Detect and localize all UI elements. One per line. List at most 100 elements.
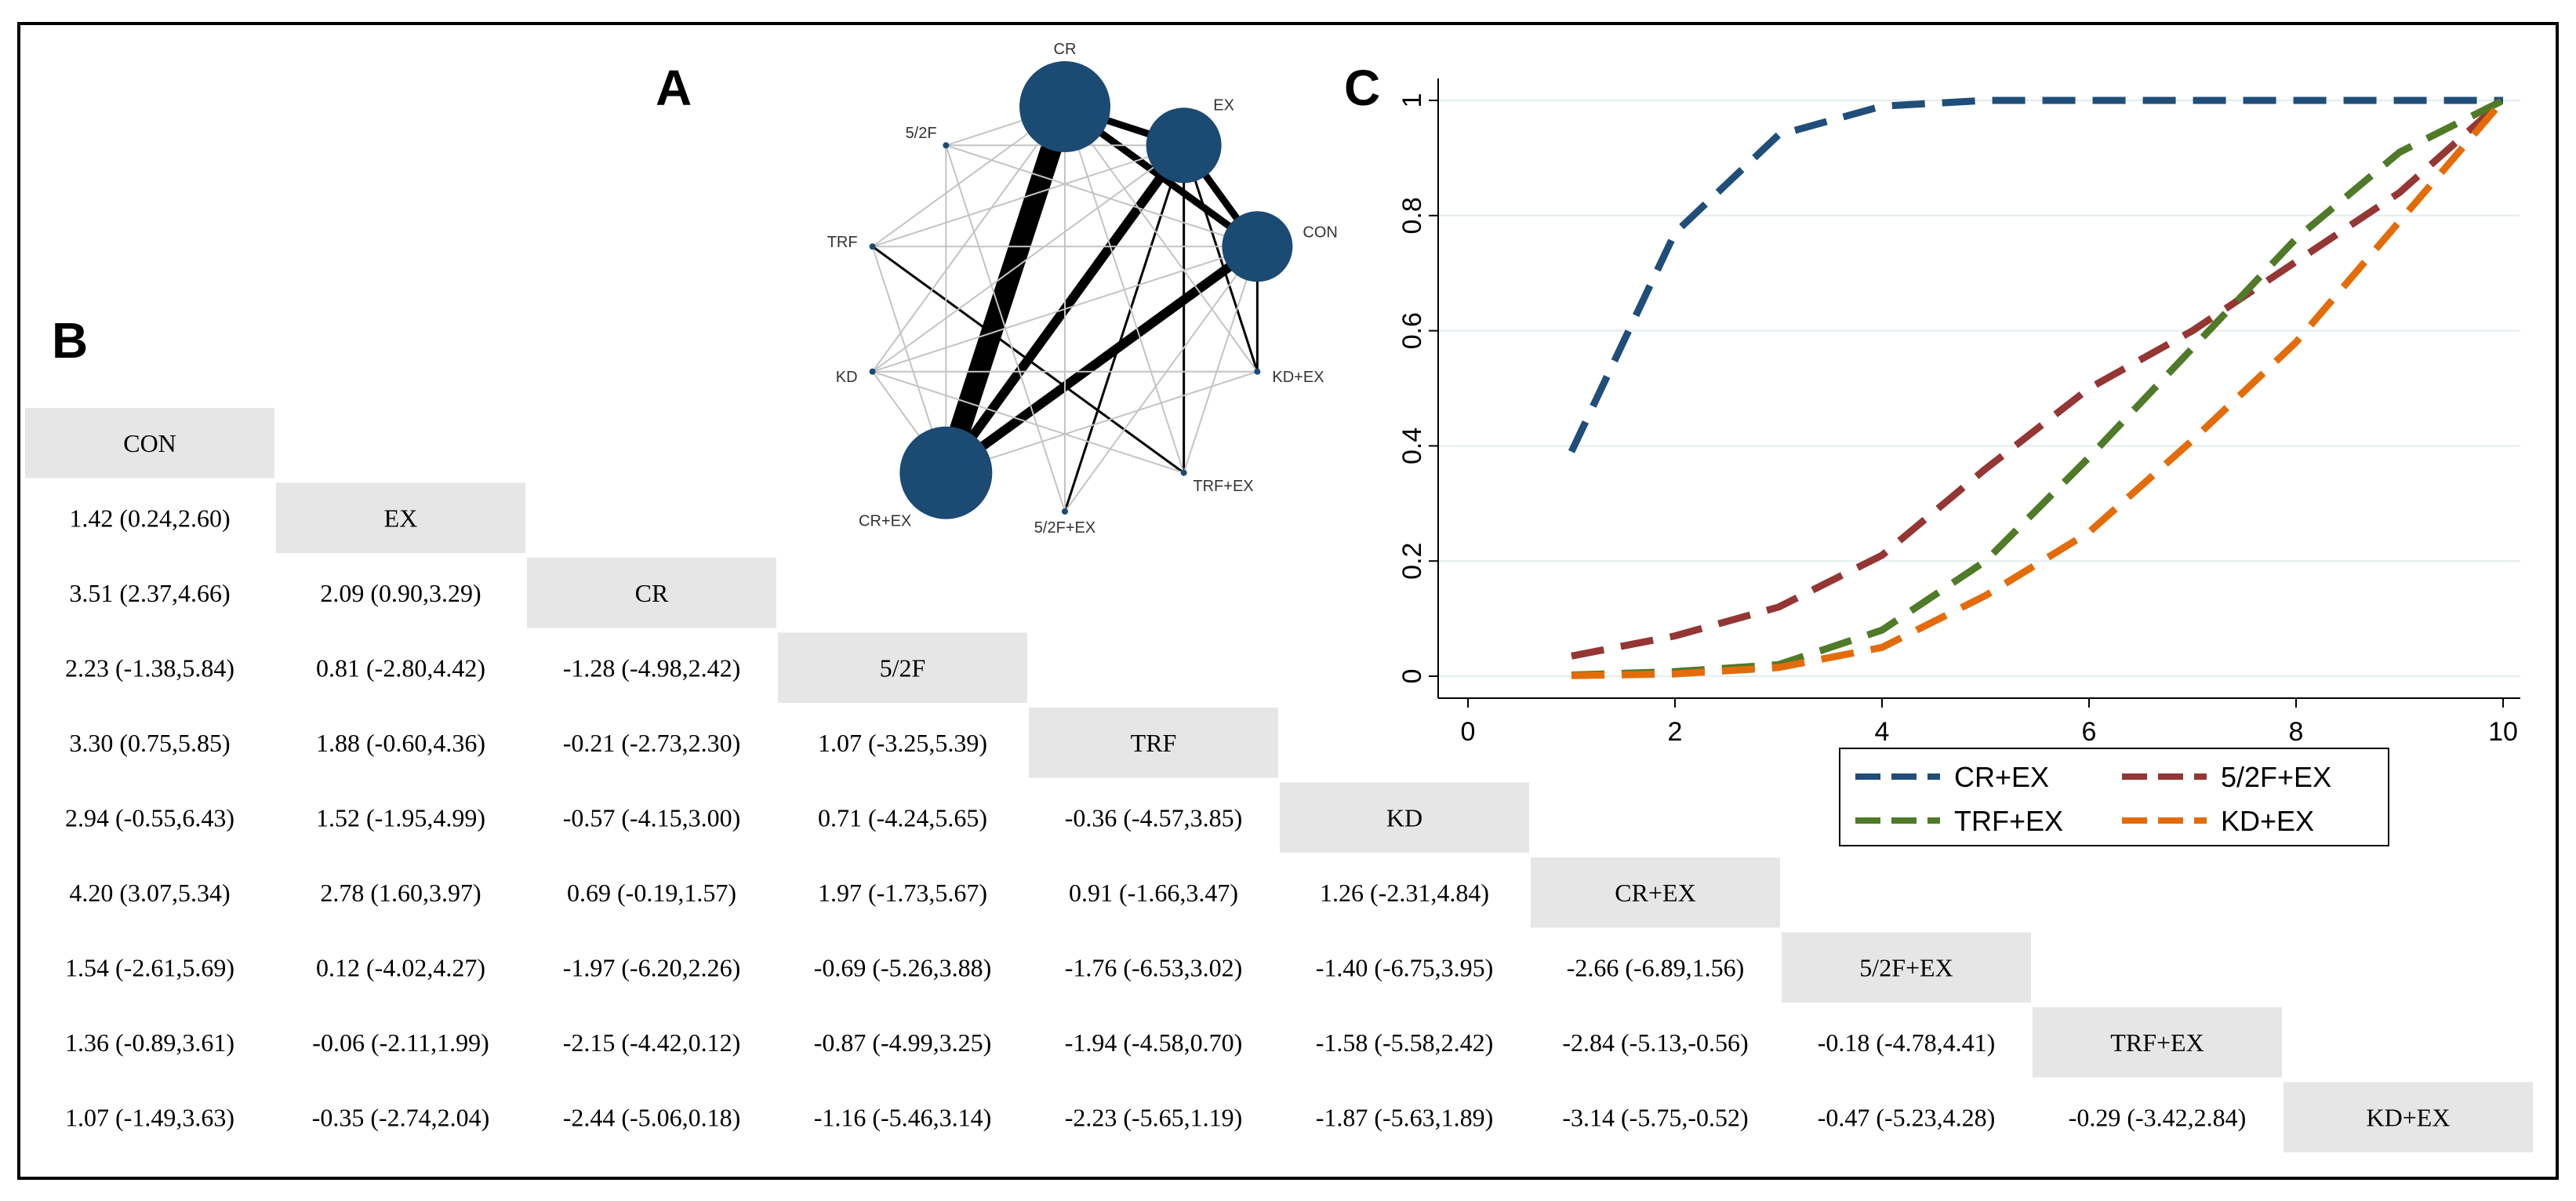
x-tick-label: 2	[1668, 717, 1683, 747]
league-header-label: CR+EX	[1615, 879, 1695, 907]
league-cell: 3.51 (2.37,4.66)	[69, 579, 230, 607]
network-node-label: KD	[836, 369, 858, 386]
network-node-label: CON	[1303, 224, 1337, 241]
network-node-label: TRF+EX	[1193, 478, 1253, 495]
network-edge	[872, 370, 1184, 474]
league-cell: 1.54 (-2.61,5.69)	[65, 953, 234, 981]
league-cell: 1.26 (-2.31,4.84)	[1320, 879, 1489, 907]
league-header-cell	[1280, 782, 1529, 853]
league-header-cell	[1029, 708, 1278, 778]
league-cell: 1.97 (-1.73,5.67)	[818, 879, 987, 907]
network-node	[1222, 211, 1293, 282]
league-cell: 1.88 (-0.60,4.36)	[316, 729, 485, 757]
league-cell: 0.69 (-0.19,1.57)	[567, 879, 736, 907]
league-cell: 0.91 (-1.66,3.47)	[1069, 879, 1238, 907]
y-tick-label: 0.6	[1397, 312, 1427, 349]
network-node	[869, 368, 876, 375]
network-labels: CR EX CON KD+EX TRF+EX 5/2F+EX CR+EX KD TRF 5/2F	[827, 41, 1338, 537]
league-cell: -0.18 (-4.78,4.41)	[1818, 1028, 1996, 1057]
panel-label-a: A	[656, 60, 692, 116]
series-line	[1571, 98, 2506, 679]
league-cell: -2.66 (-6.89,1.56)	[1567, 953, 1745, 981]
league-cell: 1.36 (-0.89,3.61)	[65, 1028, 234, 1057]
league-cell: 2.23 (-1.38,5.84)	[65, 653, 234, 682]
legend-label: CR+EX	[1954, 761, 2049, 793]
ranking-plot: 00.20.40.60.810 2 4 6 8 10 CR+EX 5/2F+EXTRF+EX…	[1397, 78, 2520, 846]
league-cell: -0.35 (-2.74,2.04)	[312, 1103, 490, 1131]
network-edge	[946, 144, 1258, 248]
league-cell: -1.58 (-5.58,2.42)	[1316, 1028, 1494, 1057]
legend-label: 5/2F+EX	[2221, 761, 2331, 793]
league-cell: 0.71 (-4.24,5.65)	[818, 803, 987, 832]
network-node	[869, 243, 876, 250]
league-cell: 2.09 (0.90,3.29)	[320, 579, 481, 607]
league-cell: -2.23 (-5.65,1.19)	[1065, 1103, 1243, 1131]
network-node-label: CR	[1054, 41, 1077, 58]
league-cell: -0.87 (-4.99,3.25)	[814, 1028, 992, 1057]
league-header-cell	[2284, 1082, 2533, 1152]
x-tick-label: 8	[2289, 717, 2304, 747]
league-cell: 1.07 (-1.49,3.63)	[65, 1103, 234, 1131]
league-cell: 3.30 (0.75,5.85)	[69, 729, 230, 757]
legend: CR+EX 5/2F+EX TRF+EX KD+EX	[1839, 748, 2389, 846]
league-cell: -0.29 (-3.42,2.84)	[2069, 1103, 2247, 1131]
league-header-label: KD	[1386, 803, 1422, 832]
league-cell: -0.36 (-4.57,3.85)	[1065, 803, 1243, 832]
league-header-label: CON	[123, 429, 176, 457]
league-header-cell	[276, 482, 525, 553]
x-tick-label: 6	[2082, 717, 2097, 747]
league-cell: 1.42 (0.24,2.60)	[69, 504, 230, 532]
league-header-label: TRF	[1131, 729, 1177, 757]
league-table: CON EX 1.42 (0.24,2.60) CR 3.51 (2.37,4.66) 2…	[25, 408, 2533, 1152]
league-header-label: 5/2F+EX	[1859, 953, 1953, 981]
network-edge	[872, 144, 1184, 248]
network-edge	[1064, 106, 1185, 474]
y-tick-label: 0.2	[1397, 543, 1427, 580]
panel-label-c: C	[1344, 60, 1380, 116]
network-nodes	[869, 61, 1293, 519]
league-header-cell	[2033, 1007, 2282, 1078]
network-edge	[1183, 246, 1259, 474]
network-node-label: 5/2F	[906, 125, 937, 142]
axes: 00.20.40.60.810 2 4 6 8 10	[1397, 78, 2520, 747]
y-tick-label: 0.4	[1397, 428, 1427, 464]
x-tick-label: 4	[1875, 717, 1890, 747]
network-node	[899, 426, 993, 519]
league-cell: -0.69 (-5.26,3.88)	[814, 953, 992, 981]
network-node-label: CR+EX	[859, 512, 911, 530]
league-header-cell	[527, 558, 776, 628]
league-cell: 2.94 (-0.55,6.43)	[65, 803, 234, 832]
network-edge	[872, 144, 1185, 373]
x-tick-label: 0	[1461, 717, 1476, 747]
series-lines	[1568, 96, 2506, 679]
panel-label-b: B	[52, 312, 88, 369]
network-edge	[1064, 246, 1259, 512]
league-cell: -1.94 (-4.58,0.70)	[1065, 1028, 1243, 1057]
x-tick-label: 10	[2488, 717, 2518, 747]
league-cell: -1.76 (-6.53,3.02)	[1065, 953, 1243, 981]
network-edge	[943, 242, 1260, 477]
league-cell: -0.47 (-5.23,4.28)	[1818, 1103, 1996, 1131]
league-cell: 1.52 (-1.95,4.99)	[316, 803, 485, 832]
y-tick-label: 1	[1397, 93, 1427, 108]
league-header-label: EX	[384, 504, 418, 532]
network-node-label: EX	[1213, 96, 1234, 114]
league-cell: 1.07 (-3.25,5.39)	[818, 729, 987, 757]
league-cell: -0.21 (-2.73,2.30)	[563, 729, 741, 757]
network-node	[943, 142, 950, 149]
network-node	[1019, 61, 1110, 152]
league-cell: -0.57 (-4.15,3.00)	[563, 803, 741, 832]
network-plot: CR EX CON KD+EX TRF+EX 5/2F+EX CR+EX KD TRF 5/2F	[827, 41, 1338, 537]
league-cell: -0.06 (-2.11,1.99)	[312, 1028, 489, 1057]
legend-box	[1839, 748, 2389, 846]
league-header-cell	[25, 408, 274, 479]
league-cell: -1.28 (-4.98,2.42)	[563, 653, 741, 682]
league-cell: -3.14 (-5.75,-0.52)	[1562, 1103, 1748, 1131]
network-edge	[871, 106, 1066, 373]
league-cell: -1.97 (-6.20,2.26)	[563, 953, 741, 981]
league-cell: -1.40 (-6.75,3.95)	[1316, 953, 1494, 981]
league-header-label: CR	[635, 579, 669, 607]
network-node-label: KD+EX	[1272, 369, 1324, 386]
series-line	[1568, 96, 2503, 453]
